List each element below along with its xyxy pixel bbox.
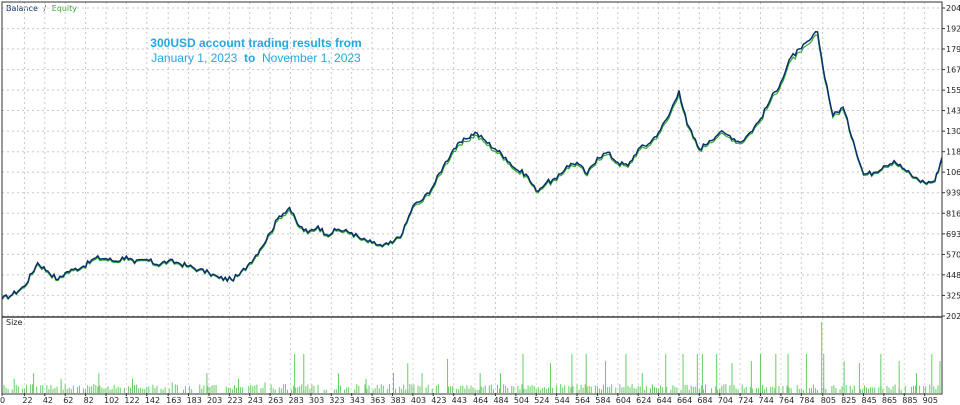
y-tick-label: 202	[946, 312, 960, 321]
x-tick-label: 82	[84, 396, 94, 405]
x-tick-label: 22	[22, 396, 32, 405]
x-tick-label: 42	[43, 396, 53, 405]
legend-balance: Balance	[6, 4, 38, 13]
y-tick-label: 2043	[946, 4, 960, 13]
y-tick-label: 1307	[946, 127, 960, 136]
size-bars	[1, 322, 943, 393]
legend: Balance / Equity	[6, 4, 77, 13]
y-tick-label: 448	[946, 271, 960, 280]
y-tick-label: 693	[946, 230, 960, 239]
x-tick-label: 684	[697, 396, 712, 405]
x-tick-label: 524	[534, 396, 549, 405]
size-frame	[1, 316, 943, 395]
x-tick-label: 62	[63, 396, 73, 405]
x-tick-label: 383	[390, 396, 405, 405]
x-tick-label: 885	[902, 396, 917, 405]
series-line-equity	[1, 34, 943, 301]
x-tick-label: 403	[411, 396, 426, 405]
annotation-line1: 300USD account trading results from	[150, 36, 361, 50]
x-tick-label: 724	[738, 396, 753, 405]
x-tick-label: 805	[821, 396, 836, 405]
x-tick-label: 845	[861, 396, 876, 405]
x-tick-label: 484	[493, 396, 508, 405]
size-panel-label: Size	[6, 318, 23, 327]
x-tick-label: 142	[145, 396, 160, 405]
x-tick-label: 122	[124, 396, 139, 405]
y-tick-label: 1552	[946, 86, 960, 95]
x-tick-label: 323	[329, 396, 344, 405]
y-tick-label: 1062	[946, 168, 960, 177]
series-line-balance	[1, 30, 943, 300]
x-tick-label: 784	[799, 396, 814, 405]
x-tick-label: 464	[473, 396, 488, 405]
x-tick-label: 905	[923, 396, 938, 405]
annotation-end-date: November 1, 2023	[262, 51, 361, 65]
x-tick-label: 764	[779, 396, 794, 405]
main-grid	[1, 2, 942, 317]
x-tick-label: 263	[268, 396, 283, 405]
size-grid	[1, 318, 926, 393]
x-tick-label: 744	[759, 396, 774, 405]
x-tick-label: 564	[575, 396, 590, 405]
x-tick-label: 644	[657, 396, 672, 405]
x-tick-label: 183	[187, 396, 202, 405]
x-tick-label: 544	[555, 396, 570, 405]
x-tick-label: 223	[227, 396, 242, 405]
legend-equity: Equity	[52, 4, 78, 13]
x-tick-label: 303	[309, 396, 324, 405]
x-tick-label: 243	[248, 396, 263, 405]
y-tick-label: 1675	[946, 66, 960, 75]
x-tick-label: 102	[104, 396, 119, 405]
x-axis-ticks: 0 22 42 62 82 102 122 142 163 183 203 223 243 263 283 3…	[0, 393, 938, 405]
x-tick-label: 163	[166, 396, 181, 405]
y-tick-label: 325	[946, 291, 960, 300]
y-tick-label: 1920	[946, 25, 960, 34]
x-tick-label: 664	[677, 396, 692, 405]
x-tick-label: 704	[718, 396, 733, 405]
x-tick-label: 865	[882, 396, 897, 405]
x-tick-label: 203	[207, 396, 222, 405]
x-tick-label: 363	[370, 396, 385, 405]
x-tick-label: 624	[636, 396, 651, 405]
y-axis-ticks: 2043 1920 1798 1675 1552 1430 1307 1184 1062 939 8…	[942, 4, 960, 321]
x-tick-label: 584	[595, 396, 610, 405]
y-tick-label: 570	[946, 250, 960, 259]
annotation-start-date: January 1, 2023	[151, 51, 237, 65]
y-tick-label: 1430	[946, 107, 960, 116]
x-tick-label: 0	[0, 396, 5, 405]
x-tick-label: 443	[452, 396, 467, 405]
x-tick-label: 283	[289, 396, 304, 405]
y-tick-label: 1184	[946, 148, 960, 157]
x-tick-label: 504	[514, 396, 529, 405]
x-tick-label: 604	[616, 396, 631, 405]
x-tick-label: 825	[841, 396, 856, 405]
series-lines	[1, 30, 943, 301]
y-tick-label: 1798	[946, 45, 960, 54]
y-tick-label: 939	[946, 189, 960, 198]
x-tick-label: 423	[431, 396, 446, 405]
annotation-line2: January 1, 2023 to November 1, 2023	[151, 51, 361, 65]
x-tick-label: 343	[350, 396, 365, 405]
y-tick-label: 816	[946, 209, 960, 218]
annotation-to: to	[241, 51, 259, 65]
